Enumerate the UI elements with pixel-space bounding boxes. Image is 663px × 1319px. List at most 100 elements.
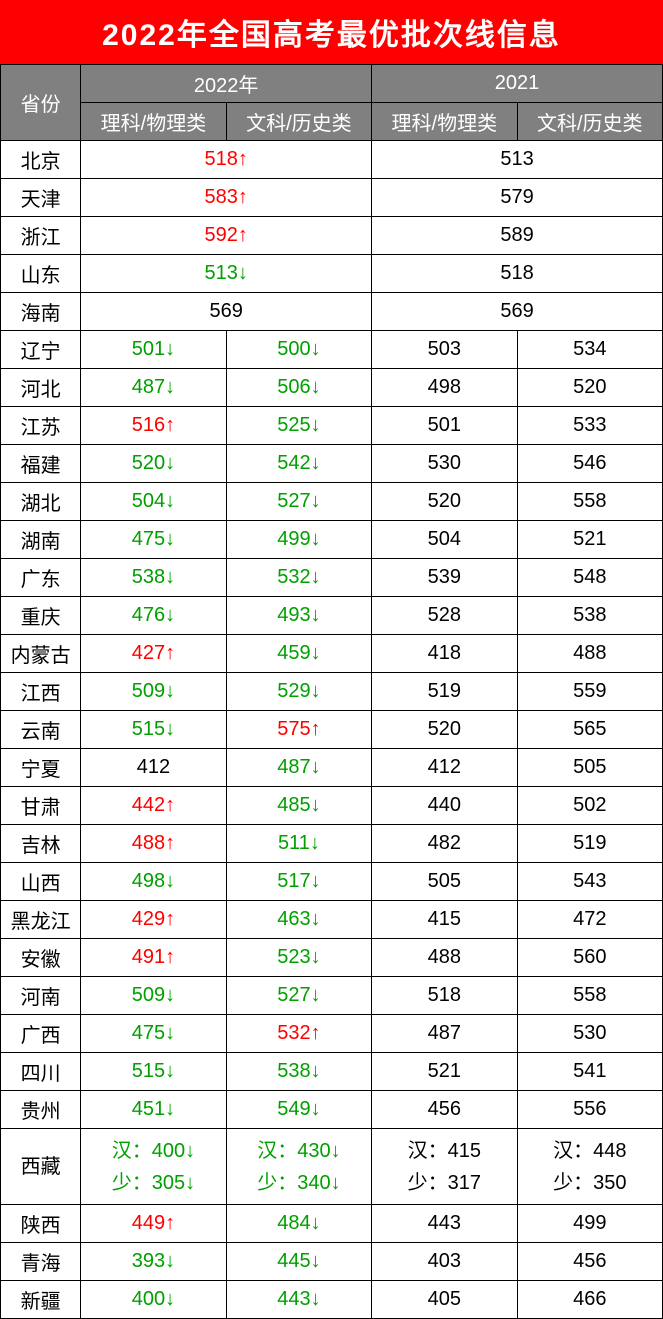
table-cell: 558: [517, 483, 662, 521]
table-cell: 475↓: [81, 1015, 226, 1053]
table-cell: 459↓: [226, 635, 371, 673]
table-cell: 宁夏: [1, 749, 81, 787]
table-row: 辽宁501↓500↓503534: [1, 331, 663, 369]
table-cell: 575↑: [226, 711, 371, 749]
table-cell: 516↑: [81, 407, 226, 445]
table-cell: 527↓: [226, 483, 371, 521]
table-cell: 451↓: [81, 1091, 226, 1129]
table-row: 贵州451↓549↓456556: [1, 1091, 663, 1129]
table-row: 山西498↓517↓505543: [1, 863, 663, 901]
header-2021: 2021: [372, 65, 663, 103]
table-row: 湖北504↓527↓520558: [1, 483, 663, 521]
table-cell: 513: [372, 141, 663, 179]
table-row: 天津583↑579: [1, 179, 663, 217]
table-cell: 海南: [1, 293, 81, 331]
table-cell: 476↓: [81, 597, 226, 635]
table-cell: 511↓: [226, 825, 371, 863]
table-cell: 内蒙古: [1, 635, 81, 673]
table-cell: 445↓: [226, 1243, 371, 1281]
table-cell: 517↓: [226, 863, 371, 901]
table-cell: 西藏: [1, 1129, 81, 1205]
table-cell: 534: [517, 331, 662, 369]
table-cell: 487↓: [226, 749, 371, 787]
table-cell: 青海: [1, 1243, 81, 1281]
table-cell: 443↓: [226, 1281, 371, 1319]
table-row: 甘肃442↑485↓440502: [1, 787, 663, 825]
table-cell: 四川: [1, 1053, 81, 1091]
table-cell: 463↓: [226, 901, 371, 939]
table-cell: 482: [372, 825, 517, 863]
table-cell: 565: [517, 711, 662, 749]
table-cell: 安徽: [1, 939, 81, 977]
table-cell: 黑龙江: [1, 901, 81, 939]
table-cell: 589: [372, 217, 663, 255]
score-table: 省份 2022年 2021 理科/物理类 文科/历史类 理科/物理类 文科/历史…: [0, 64, 663, 1319]
table-cell: 汉：430↓ 少：340↓: [226, 1129, 371, 1205]
table-cell: 579: [372, 179, 663, 217]
table-cell: 500↓: [226, 331, 371, 369]
table-cell: 汉：448少：350: [517, 1129, 662, 1205]
table-row: 四川515↓538↓521541: [1, 1053, 663, 1091]
table-cell: 云南: [1, 711, 81, 749]
table-cell: 493↓: [226, 597, 371, 635]
table-cell: 518: [372, 977, 517, 1015]
table-cell: 天津: [1, 179, 81, 217]
table-cell: 湖南: [1, 521, 81, 559]
table-cell: 538↓: [81, 559, 226, 597]
table-cell: 418: [372, 635, 517, 673]
table-row: 西藏 汉：400↓ 少：305↓ 汉：430↓ 少：340↓ 汉：415少：31…: [1, 1129, 663, 1205]
table-cell: 山东: [1, 255, 81, 293]
table-cell: 重庆: [1, 597, 81, 635]
header-2022: 2022年: [81, 65, 372, 103]
table-row: 青海393↓445↓403456: [1, 1243, 663, 1281]
table-cell: 521: [372, 1053, 517, 1091]
table-cell: 558: [517, 977, 662, 1015]
table-row: 安徽491↑523↓488560: [1, 939, 663, 977]
table-cell: 汉：415少：317: [372, 1129, 517, 1205]
table-cell: 456: [517, 1243, 662, 1281]
table-cell: 广西: [1, 1015, 81, 1053]
table-cell: 592↑: [81, 217, 372, 255]
table-cell: 539: [372, 559, 517, 597]
table-cell: 506↓: [226, 369, 371, 407]
table-cell: 546: [517, 445, 662, 483]
table-cell: 502: [517, 787, 662, 825]
table-cell: 442↑: [81, 787, 226, 825]
table-cell: 538↓: [226, 1053, 371, 1091]
table-cell: 519: [372, 673, 517, 711]
table-cell: 429↑: [81, 901, 226, 939]
table-cell: 520: [517, 369, 662, 407]
table-cell: 475↓: [81, 521, 226, 559]
table-cell: 393↓: [81, 1243, 226, 1281]
table-cell: 543: [517, 863, 662, 901]
table-cell: 549↓: [226, 1091, 371, 1129]
table-row: 江苏516↑525↓501533: [1, 407, 663, 445]
table-cell: 501: [372, 407, 517, 445]
table-row: 陕西449↑484↓443499: [1, 1205, 663, 1243]
table-cell: 520: [372, 711, 517, 749]
table-cell: 贵州: [1, 1091, 81, 1129]
table-cell: 505: [517, 749, 662, 787]
table-row: 内蒙古427↑459↓418488: [1, 635, 663, 673]
table-cell: 533: [517, 407, 662, 445]
table-cell: 北京: [1, 141, 81, 179]
table-cell: 440: [372, 787, 517, 825]
table-cell: 530: [517, 1015, 662, 1053]
table-cell: 405: [372, 1281, 517, 1319]
table-row: 广西475↓532↑487530: [1, 1015, 663, 1053]
table-cell: 515↓: [81, 1053, 226, 1091]
table-cell: 527↓: [226, 977, 371, 1015]
table-cell: 559: [517, 673, 662, 711]
table-cell: 529↓: [226, 673, 371, 711]
table-cell: 403: [372, 1243, 517, 1281]
table-cell: 520↓: [81, 445, 226, 483]
header-2022-sci: 理科/物理类: [81, 103, 226, 141]
table-cell: 548: [517, 559, 662, 597]
table-cell: 498: [372, 369, 517, 407]
table-cell: 556: [517, 1091, 662, 1129]
table-cell: 488: [517, 635, 662, 673]
table-cell: 491↑: [81, 939, 226, 977]
table-cell: 河南: [1, 977, 81, 1015]
table-cell: 509↓: [81, 673, 226, 711]
table-cell: 浙江: [1, 217, 81, 255]
